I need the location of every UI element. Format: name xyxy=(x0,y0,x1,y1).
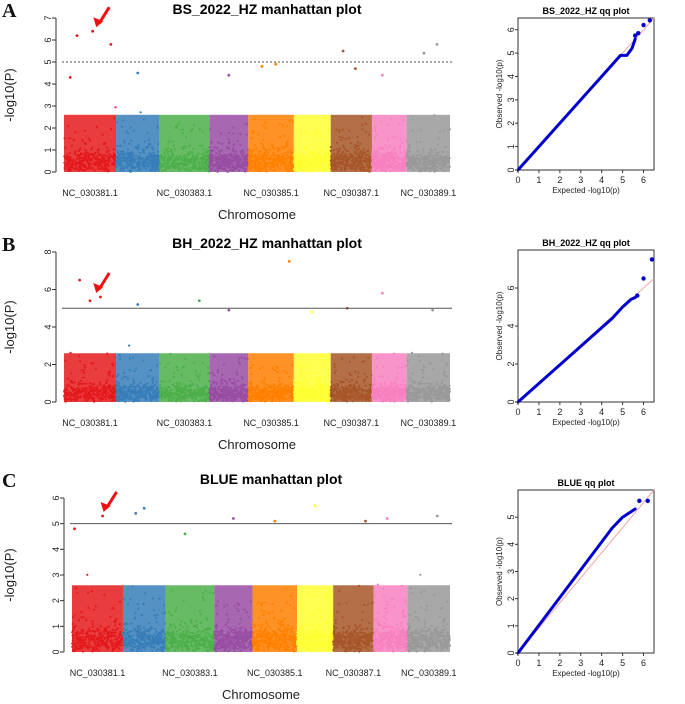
chart-title: BS_2022_HZ manhattan plot xyxy=(172,1,361,17)
x-tick-label: NC_030385.1 xyxy=(243,188,299,198)
y-tick-label: 5 xyxy=(43,59,53,64)
chromosome-band xyxy=(407,115,450,172)
chromosome-band xyxy=(159,353,209,402)
manhattan-point xyxy=(381,74,384,77)
qq-x-axis-label: Expected -log10(p) xyxy=(552,186,620,195)
qq-title: BS_2022_HZ qq plot xyxy=(542,6,629,16)
manhattan-point xyxy=(342,50,345,53)
manhattan-point xyxy=(227,74,230,77)
qq-observed-curve xyxy=(518,39,635,170)
x-tick-label: NC_030387.1 xyxy=(324,188,380,198)
manhattan-point xyxy=(114,106,116,108)
manhattan-point xyxy=(354,67,357,70)
qq-y-tick-label: 5 xyxy=(506,51,516,56)
manhattan-point xyxy=(423,52,426,55)
y-tick-label: 0 xyxy=(43,169,53,174)
qq-y-axis-label: Observed -log10(p) xyxy=(495,59,504,128)
chromosome-band xyxy=(294,115,331,172)
manhattan-point xyxy=(140,111,142,113)
chromosome-band xyxy=(331,115,372,172)
x-axis-label: Chromosome xyxy=(218,207,296,222)
qq-x-tick-label: 4 xyxy=(599,175,604,185)
qq-y-tick-label: 0 xyxy=(506,167,516,172)
qq-x-tick-label: 1 xyxy=(536,175,541,185)
manhattan-point xyxy=(128,345,130,347)
manhattan-point xyxy=(274,63,277,66)
y-tick-label: 3 xyxy=(43,103,53,108)
chromosome-band xyxy=(209,353,248,402)
y-tick-label: 7 xyxy=(43,15,53,20)
chromosome-band xyxy=(248,353,294,402)
qq-point xyxy=(648,18,652,22)
qq-y-tick-label: 1 xyxy=(506,144,516,149)
y-tick-label: 6 xyxy=(43,37,53,42)
qq-y-tick-label: 4 xyxy=(506,74,516,79)
chromosome-band xyxy=(372,115,407,172)
qq-x-tick-label: 5 xyxy=(620,175,625,185)
y-axis-label: -log10(P) xyxy=(2,68,17,121)
chromosome-band xyxy=(64,353,116,402)
chromosome-band xyxy=(159,115,209,172)
manhattan-point xyxy=(436,43,439,46)
qq-x-tick-label: 6 xyxy=(641,175,646,185)
chromosome-band xyxy=(248,115,294,172)
y-tick-label: 2 xyxy=(43,125,53,130)
qq-y-tick-label: 2 xyxy=(506,121,516,126)
chart-title: BH_2022_HZ manhattan plot xyxy=(172,235,362,251)
manhattan-point xyxy=(261,65,264,68)
chromosome-band xyxy=(209,115,248,172)
chromosome-band xyxy=(64,115,116,172)
manhattan-points xyxy=(63,30,451,173)
qq-x-tick-label: 2 xyxy=(557,175,562,185)
manhattan-plot: BS_2022_HZ manhattan plot 0 1 2 3 4 5 6 7 -log10(… xyxy=(0,0,460,232)
manhattan-points xyxy=(63,260,451,403)
manhattan-point xyxy=(76,34,79,37)
y-tick-label: 1 xyxy=(43,147,53,152)
x-tick-label: NC_030389.1 xyxy=(401,188,457,198)
qq-plot: BS_2022_HZ qq plot 0 1 2 3 4 5 6 0 1 2 3 4 5 6 Expected… xyxy=(494,0,680,232)
manhattan-point xyxy=(69,76,72,79)
qq-x-tick-label: 0 xyxy=(515,175,520,185)
manhattan-point xyxy=(136,72,139,75)
chromosome-band xyxy=(294,353,331,402)
manhattan-plot: BH_2022_HZ manhattan plot02468-log10(P)N… xyxy=(0,234,460,466)
manhattan-point xyxy=(91,30,94,33)
qq-y-tick-label: 3 xyxy=(506,97,516,102)
arrow-icon xyxy=(93,7,109,27)
qq-point xyxy=(641,23,645,27)
x-tick-label: NC_030381.1 xyxy=(62,188,118,198)
qq-point xyxy=(636,31,640,35)
chromosome-band xyxy=(116,353,159,402)
qq-y-tick-label: 6 xyxy=(506,27,516,32)
chromosome-band xyxy=(116,115,159,172)
manhattan-point xyxy=(109,43,112,46)
x-tick-label: NC_030383.1 xyxy=(157,188,213,198)
y-tick-label: 4 xyxy=(43,81,53,86)
qq-x-tick-label: 3 xyxy=(578,175,583,185)
